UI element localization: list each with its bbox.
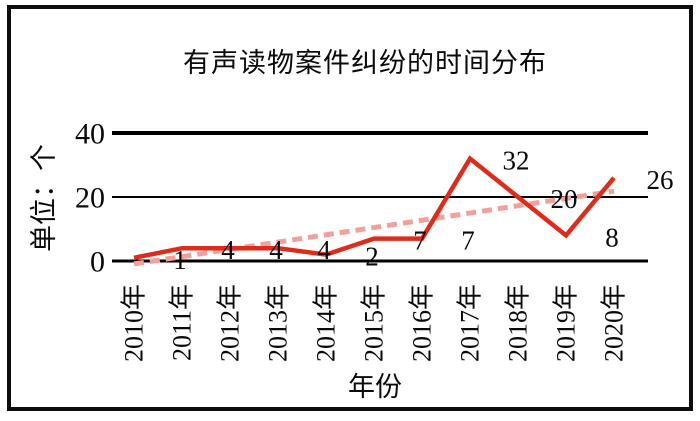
chart-title: 有声读物案件纠纷的时间分布 [183, 48, 547, 78]
x-tick-label: 2012年 [216, 284, 245, 362]
x-tick-label: 2020年 [600, 284, 629, 362]
y-axis-title: 单位：个 [29, 144, 59, 252]
data-label: 26 [647, 165, 674, 195]
data-label: 7 [413, 226, 427, 256]
x-tick-label: 2014年 [312, 284, 341, 362]
trendline-dashed [133, 188, 615, 267]
x-tick-label: 2018年 [504, 284, 533, 362]
y-tick-label: 20 [75, 182, 105, 215]
data-label: 4 [317, 235, 331, 265]
y-tick-label: 0 [90, 246, 105, 279]
x-tick-label: 2016年 [408, 284, 437, 362]
x-tick-label: 2015年 [360, 284, 389, 362]
figure-border [7, 5, 693, 411]
x-tick-label: 2013年 [264, 284, 293, 362]
x-tick-label: 2019年 [552, 284, 581, 362]
x-tick-label: 2011年 [168, 284, 197, 361]
data-label: 4 [221, 235, 235, 265]
data-label: 7 [461, 226, 475, 256]
x-axis-title: 年份 [348, 372, 402, 402]
x-tick-label: 2017年 [456, 284, 485, 362]
y-tick-label: 40 [75, 118, 105, 151]
data-line [133, 155, 616, 261]
data-label: 4 [269, 235, 283, 265]
data-label: 2 [365, 242, 379, 272]
data-label: 32 [503, 146, 530, 176]
data-label: 20 [551, 184, 578, 214]
data-label: 8 [605, 222, 619, 252]
data-label: 1 [173, 245, 187, 275]
x-tick-label: 2010年 [120, 284, 149, 362]
